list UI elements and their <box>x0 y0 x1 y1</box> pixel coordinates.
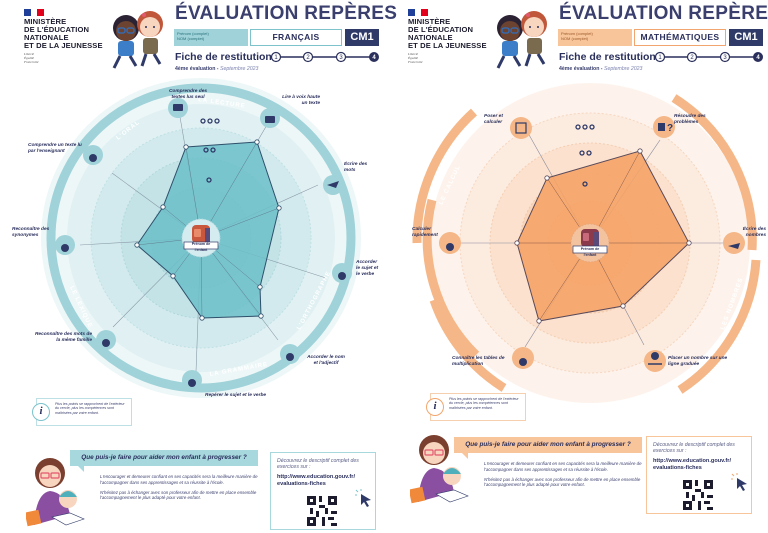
ministry-logo-text: MINISTÈRE DE L'ÉDUCATION NATIONALE ET DE… <box>408 17 487 50</box>
evaluation-steps: 1 2 3 4 <box>270 51 379 63</box>
axis-label-reperer-sujet-verbe: Repérer le sujet et le verbe <box>205 393 267 398</box>
level-badge: CM1 <box>345 29 379 46</box>
qr-code-icon[interactable] <box>307 496 337 526</box>
fiche-heading: Fiche de restitution <box>559 51 656 63</box>
republic-flag-icon <box>24 9 45 16</box>
kids-illustration-icon <box>496 11 547 69</box>
axis-label-synonymes: Reconnaître des synonymes <box>12 227 50 238</box>
child-name-center-label: Prénom de l'enfant <box>191 242 211 252</box>
svg-text:3: 3 <box>723 55 727 61</box>
svg-text:4: 4 <box>756 55 760 61</box>
subject-label: FRANÇAIS <box>250 29 342 46</box>
axis-label-comprendre-textes-seul: Comprendre des textes lus seul <box>168 89 208 100</box>
svg-text:4: 4 <box>372 55 376 61</box>
republic-motto: Liberté Égalité Fraternité <box>24 52 39 65</box>
math-sheet: MINISTÈRE DE L'ÉDUCATION NATIONALE ET DE… <box>384 0 768 533</box>
axis-label-texte-lu-enseignant: Comprendre un texte lu par l'enseignant <box>28 143 82 154</box>
ministry-logo-text: MINISTÈRE DE L'ÉDUCATION NATIONALE ET DE… <box>24 17 103 50</box>
republic-motto: Liberté Égalité Fraternité <box>408 52 423 65</box>
math-radar-chart: LE CALCUL LES NOMBRES ? <box>412 83 761 403</box>
info-box: i Plus les points se rapprochent de l'ex… <box>426 393 526 421</box>
evaluations-url-link[interactable]: http://www.education.gouv.fr/evaluations… <box>653 457 731 471</box>
subject-label: MATHÉMATIQUES <box>634 29 726 46</box>
axis-label-ecrire-mots: Écrire des mots <box>344 162 368 173</box>
evaluations-url-link[interactable]: http://www.education.gouv.fr/evaluations… <box>277 473 355 487</box>
svg-text:2: 2 <box>306 55 310 61</box>
evaluation-steps: 1 2 3 4 <box>654 51 763 63</box>
axis-label-tables-multiplication: Connaître les tables de multiplication <box>452 356 505 367</box>
teacher-child-illustration-icon <box>26 458 85 527</box>
french-sheet: MINISTÈRE DE L'ÉDUCATION NATIONALE ET DE… <box>12 3 397 530</box>
info-icon: i <box>426 398 444 416</box>
axis-label-poser-calculer: Poser et calculer <box>484 114 503 125</box>
kids-illustration-icon <box>112 11 163 69</box>
level-badge: CM1 <box>729 29 763 46</box>
axis-label-accorder-sujet-verbe: Accorder le sujet et le verbe <box>356 260 379 277</box>
help-question-banner: Que puis-je faire pour aider mon enfant … <box>454 437 642 459</box>
help-text: L'encourager et demeurer confiant en ses… <box>100 474 258 501</box>
evaluation-subtitle: 4ème évaluation - Septembre 2023 <box>175 66 259 72</box>
svg-text:3: 3 <box>339 55 343 61</box>
page-title: ÉVALUATION REPÈRES <box>175 3 398 24</box>
page-title: ÉVALUATION REPÈRES <box>559 3 768 24</box>
child-name-center-label: Prénom de l'enfant <box>580 247 600 257</box>
student-name-field[interactable]: Prénom (complet) NOM (complet) <box>174 29 248 46</box>
axis-label-ligne-graduee: Placer un nombre sur une ligne graduée <box>668 356 728 367</box>
qr-code-icon[interactable] <box>683 480 713 510</box>
svg-text:1: 1 <box>274 55 278 61</box>
info-box: i Plus les points se rapprochent de l'ex… <box>32 398 132 426</box>
cursor-pointer-icon <box>731 473 747 491</box>
axis-label-ecrire-nombres: Écrire des nombres <box>742 227 766 238</box>
help-question-banner: Que puis-je faire pour aider mon enfant … <box>70 450 258 472</box>
cursor-pointer-icon <box>355 489 371 507</box>
help-text: L'encourager et demeurer confiant en ses… <box>484 461 642 488</box>
evaluation-subtitle: 4ème évaluation - Septembre 2023 <box>559 66 643 72</box>
republic-flag-icon <box>408 9 429 16</box>
french-radar-chart: LA LECTURE L'ORAL LE LEXIQUE LA GRAMMAIR… <box>41 78 361 398</box>
svg-text:?: ? <box>667 123 673 134</box>
resources-link-box: Découvrez le descriptif complet des exer… <box>270 452 376 530</box>
axis-label-resoudre-problemes: Résoudre des problèmes <box>674 114 706 125</box>
svg-text:2: 2 <box>690 55 694 61</box>
axis-label-calculer-rapidement: Calculer rapidement <box>412 227 438 238</box>
fiche-heading: Fiche de restitution <box>175 51 272 63</box>
svg-text:1: 1 <box>658 55 662 61</box>
resources-link-box: Découvrez le descriptif complet des exer… <box>646 436 752 514</box>
axis-label-accorder-nom-adjectif: Accorder le nom et l'adjectif <box>307 355 345 366</box>
axis-label-mots-meme-famille: Reconnaître des mots de la même famille <box>34 332 92 343</box>
teacher-child-illustration-icon <box>410 435 469 504</box>
axis-label-lire-voix-haute: Lire à voix haute un texte <box>282 95 320 106</box>
info-icon: i <box>32 403 50 421</box>
student-name-field[interactable]: Prénom (complet) NOM (complet) <box>558 29 632 46</box>
